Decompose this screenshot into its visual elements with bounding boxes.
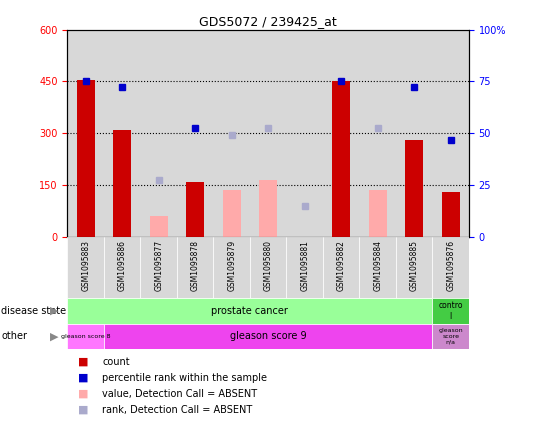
Text: contro
l: contro l	[438, 301, 463, 321]
Text: ■: ■	[78, 357, 88, 367]
Bar	[323, 30, 360, 237]
Text: GSM1095883: GSM1095883	[81, 240, 90, 291]
Text: count: count	[102, 357, 130, 367]
Text: GSM1095886: GSM1095886	[118, 240, 127, 291]
Bar	[250, 30, 286, 237]
Bar	[360, 30, 396, 237]
Bar	[360, 237, 396, 298]
Bar	[286, 30, 323, 237]
Bar	[323, 237, 360, 298]
Bar	[213, 30, 250, 237]
Bar	[405, 140, 423, 237]
Bar	[432, 298, 469, 324]
Bar	[250, 237, 286, 298]
Bar	[104, 237, 140, 298]
Text: prostate cancer: prostate cancer	[211, 306, 288, 316]
Bar	[177, 237, 213, 298]
Text: GSM1095879: GSM1095879	[227, 240, 236, 291]
Text: ▶: ▶	[50, 306, 58, 316]
Text: ■: ■	[78, 373, 88, 383]
Bar	[186, 181, 204, 237]
Text: percentile rank within the sample: percentile rank within the sample	[102, 373, 267, 383]
Bar	[369, 190, 387, 237]
Text: ■: ■	[78, 405, 88, 415]
Bar	[177, 30, 213, 237]
Bar	[104, 324, 432, 349]
Text: GSM1095877: GSM1095877	[154, 240, 163, 291]
Bar	[213, 237, 250, 298]
Text: GSM1095882: GSM1095882	[337, 240, 345, 291]
Title: GDS5072 / 239425_at: GDS5072 / 239425_at	[199, 16, 337, 28]
Text: gleason score 8: gleason score 8	[61, 334, 110, 339]
Text: rank, Detection Call = ABSENT: rank, Detection Call = ABSENT	[102, 405, 253, 415]
Bar	[286, 237, 323, 298]
Bar	[223, 190, 241, 237]
Bar	[332, 81, 350, 237]
Bar	[432, 30, 469, 237]
Text: GSM1095885: GSM1095885	[410, 240, 419, 291]
Text: gleason
score
n/a: gleason score n/a	[438, 328, 463, 345]
Bar	[441, 192, 460, 237]
Bar	[259, 180, 277, 237]
Bar	[104, 30, 140, 237]
Bar	[140, 30, 177, 237]
Text: GSM1095880: GSM1095880	[264, 240, 273, 291]
Text: GSM1095884: GSM1095884	[373, 240, 382, 291]
Text: disease state: disease state	[1, 306, 66, 316]
Bar	[67, 324, 104, 349]
Text: GSM1095876: GSM1095876	[446, 240, 455, 291]
Bar	[67, 237, 104, 298]
Bar	[432, 324, 469, 349]
Bar	[396, 30, 432, 237]
Text: GSM1095878: GSM1095878	[191, 240, 199, 291]
Text: ▶: ▶	[50, 331, 58, 341]
Bar	[396, 237, 432, 298]
Bar	[149, 216, 168, 237]
Bar	[77, 80, 95, 237]
Text: gleason score 9: gleason score 9	[230, 331, 307, 341]
Text: value, Detection Call = ABSENT: value, Detection Call = ABSENT	[102, 389, 258, 399]
Text: GSM1095881: GSM1095881	[300, 240, 309, 291]
Bar	[67, 30, 104, 237]
Bar	[113, 130, 132, 237]
Bar	[140, 237, 177, 298]
Text: other: other	[1, 331, 27, 341]
Bar	[432, 237, 469, 298]
Text: ■: ■	[78, 389, 88, 399]
